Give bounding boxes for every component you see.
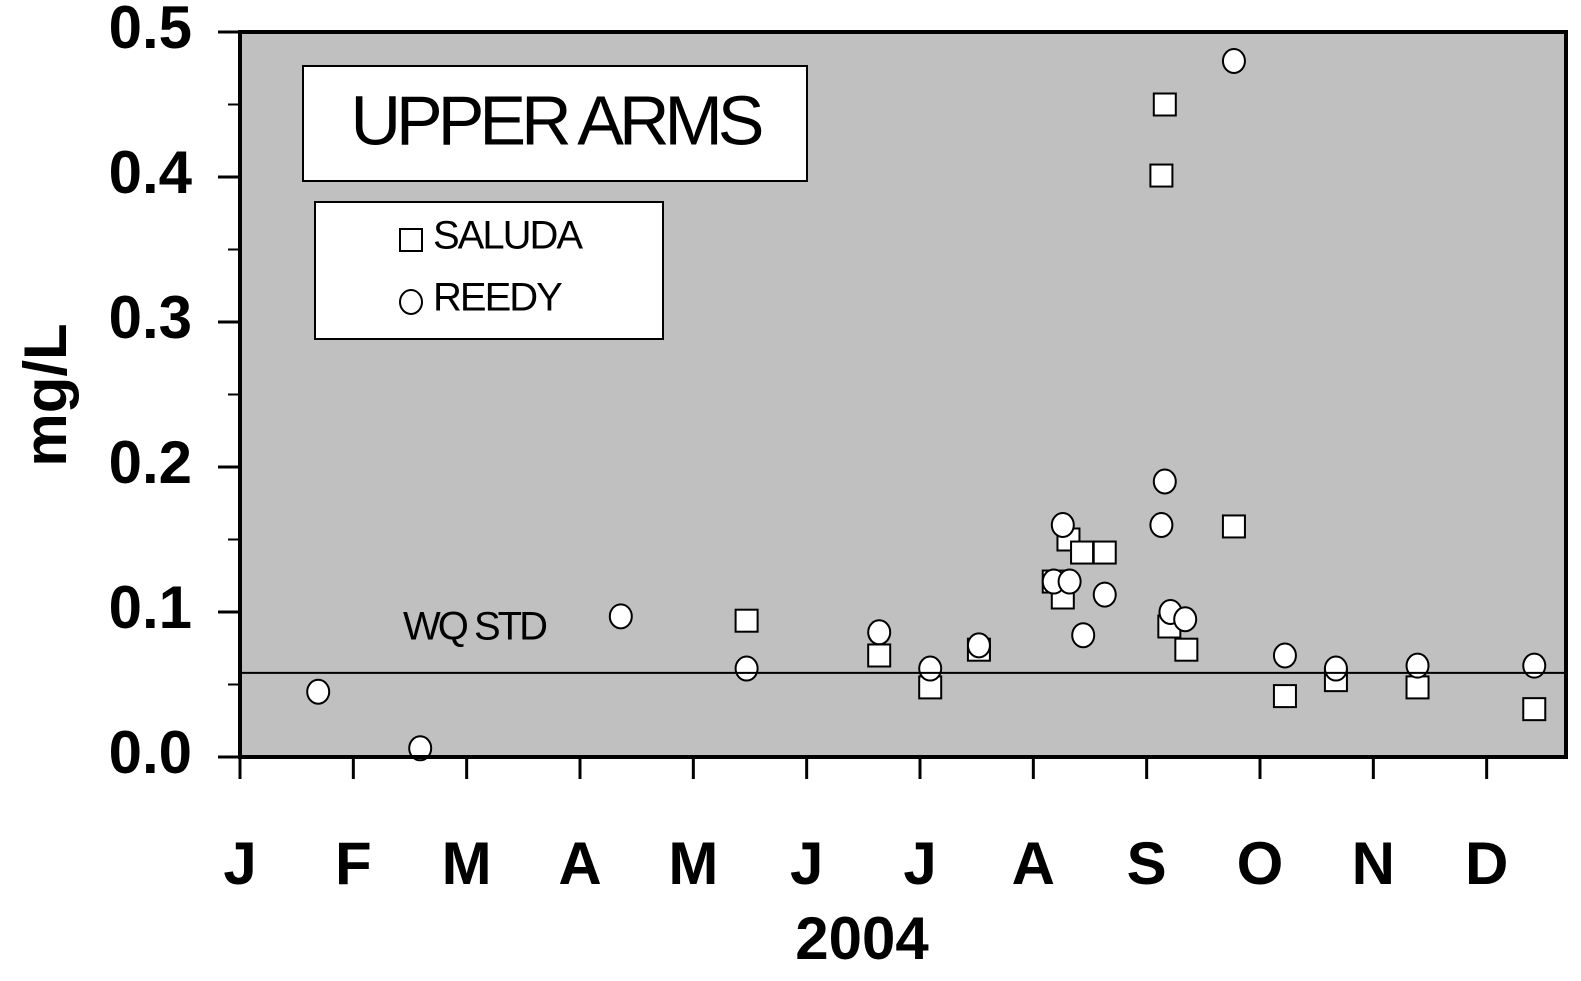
x-tick-label: M — [668, 830, 718, 897]
x-tick-label: S — [1127, 830, 1167, 897]
square-marker — [1272, 684, 1297, 709]
circle-marker — [1050, 512, 1075, 538]
square-marker — [867, 643, 892, 668]
x-axis-label: 2004 — [795, 905, 929, 972]
circle-marker — [1057, 568, 1082, 595]
title-box — [302, 65, 808, 182]
legend-box — [314, 201, 664, 340]
y-tick-label: 0.2 — [109, 429, 192, 496]
circle-marker — [306, 678, 331, 705]
square-marker — [1152, 92, 1177, 117]
circle-marker — [734, 655, 759, 682]
circle-marker — [1323, 655, 1348, 682]
square-marker — [1522, 697, 1547, 722]
square-marker — [1092, 540, 1117, 565]
y-axis-label: mg/L — [12, 323, 79, 466]
legend-label: SALUDA — [433, 214, 583, 258]
x-tick-label: J — [790, 830, 823, 897]
circle-marker — [1405, 652, 1430, 679]
circle-marker — [966, 632, 991, 659]
x-tick-label: M — [442, 830, 492, 897]
y-tick-label: 0.5 — [109, 0, 192, 61]
y-tick-label: 0.4 — [109, 139, 193, 206]
circle-marker — [408, 735, 433, 762]
x-tick-label: D — [1465, 830, 1508, 897]
circle-marker — [399, 289, 423, 315]
circle-marker — [608, 603, 633, 630]
square-marker — [1405, 675, 1430, 700]
y-tick-label: 0.0 — [109, 719, 192, 786]
y-tick-label: 0.3 — [109, 284, 192, 351]
circle-marker — [1522, 652, 1547, 679]
x-tick-label: N — [1352, 830, 1395, 897]
circle-marker — [1149, 512, 1174, 538]
circle-marker — [918, 655, 943, 682]
square-marker — [1174, 637, 1199, 662]
legend-label: REEDY — [433, 276, 562, 320]
circle-marker — [1092, 581, 1117, 608]
square-marker — [1070, 540, 1095, 565]
x-tick-label: F — [335, 830, 372, 897]
square-marker — [1221, 514, 1246, 539]
square-marker — [1149, 163, 1174, 188]
circle-marker — [1272, 642, 1297, 669]
x-tick-label: O — [1237, 830, 1284, 897]
x-tick-label: A — [558, 830, 601, 897]
x-tick-label: J — [223, 830, 256, 897]
y-tick-label: 0.1 — [109, 574, 192, 641]
circle-marker — [1152, 468, 1177, 495]
chart-title: UPPER ARMS — [351, 81, 762, 159]
x-tick-label: A — [1012, 830, 1055, 897]
x-tick-label: J — [903, 830, 936, 897]
reference-label: WQ STD — [403, 604, 546, 648]
circle-marker — [1173, 606, 1198, 633]
circle-marker — [867, 619, 892, 646]
square-marker — [399, 228, 423, 252]
square-marker — [734, 608, 759, 633]
circle-marker — [1071, 622, 1096, 649]
circle-marker — [1221, 48, 1246, 74]
